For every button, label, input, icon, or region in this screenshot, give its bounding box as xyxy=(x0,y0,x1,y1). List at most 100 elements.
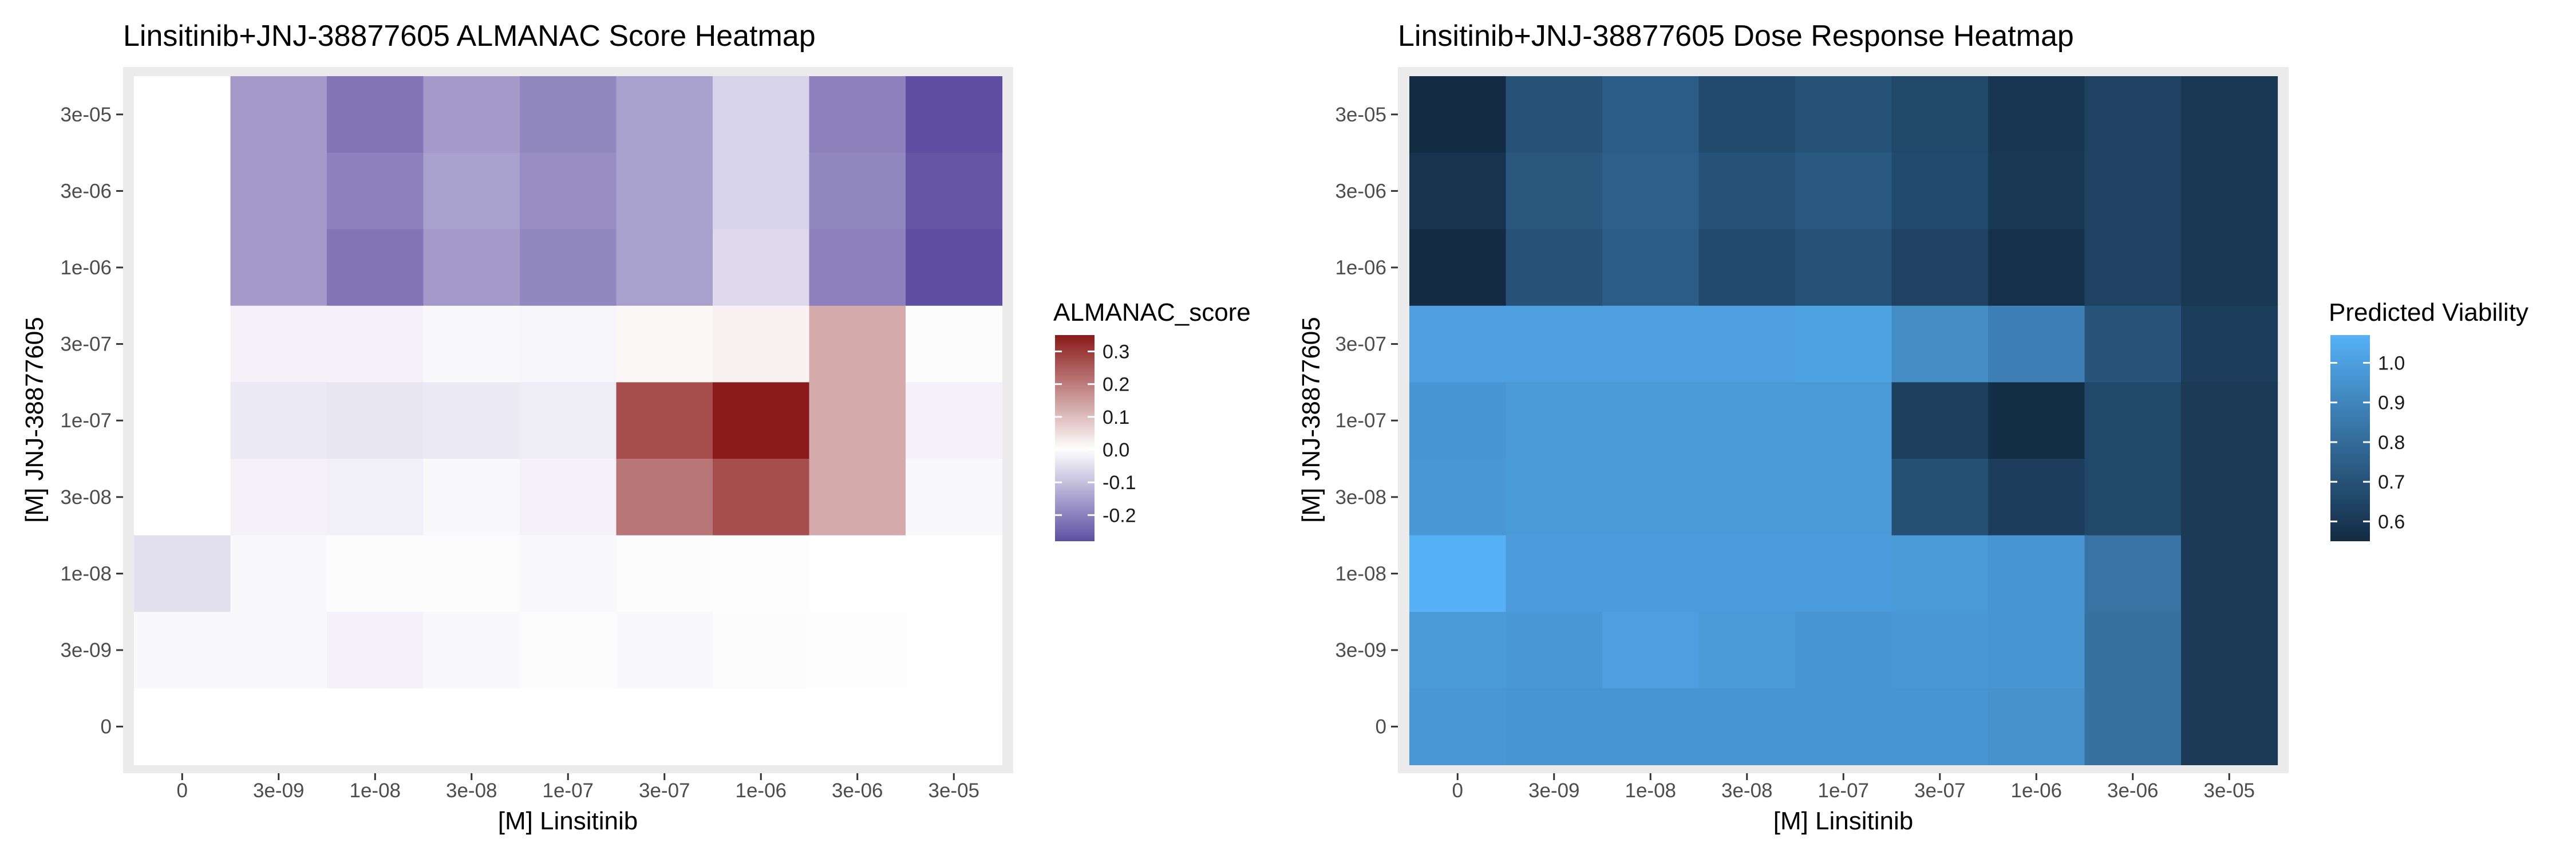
heatmap-cell xyxy=(1506,688,1603,765)
heatmap-cell xyxy=(1698,229,1796,306)
heatmap-cell xyxy=(616,305,713,383)
heatmap-cell xyxy=(520,688,617,765)
heatmap-cell xyxy=(1602,305,1700,383)
heatmap-cell xyxy=(423,229,520,306)
y-tick-label: 3e-07 xyxy=(1335,333,1386,356)
heatmap-cell xyxy=(134,382,231,459)
y-axis-ticks: 3e-05 3e-06 1e-06 3e-07 1e-07 3e-08 1e-08 3e-09… xyxy=(1335,104,1398,738)
heatmap-cell xyxy=(713,535,810,612)
heatmap-cell xyxy=(809,382,906,459)
y-tick-label: 1e-07 xyxy=(1335,410,1386,432)
legend-colorbar xyxy=(1055,335,1095,541)
x-tick-label: 3e-07 xyxy=(639,780,690,802)
heatmap-cell xyxy=(1795,229,1893,306)
heatmap-cell xyxy=(1409,382,1507,459)
heatmap-cell xyxy=(906,612,1003,689)
y-tick-label: 0 xyxy=(1376,716,1386,738)
heatmap-cell xyxy=(230,612,327,689)
heatmap-cell xyxy=(616,382,713,459)
heatmap-cell xyxy=(906,535,1003,612)
y-axis-label: [M] JNJ-38877605 xyxy=(1297,317,1325,523)
y-tick-label: 3e-06 xyxy=(1335,180,1386,202)
heatmap-cell xyxy=(1506,76,1603,153)
heatmap-cell xyxy=(327,459,424,536)
heatmap-cell xyxy=(616,688,713,765)
dose-response-heatmap: Linsitinib+JNJ-38877605 Dose Response He… xyxy=(1297,19,2528,835)
heatmap-cell xyxy=(906,382,1003,459)
legend: ALMANAC_score 0.3 0.2 0.1 0.0 -0.1 -0.2 xyxy=(1053,298,1251,541)
y-tick-label: 3e-06 xyxy=(60,180,112,202)
heatmap-cell xyxy=(423,459,520,536)
heatmap-cell xyxy=(1891,612,1989,689)
almanac-score-heatmap: Linsitinib+JNJ-38877605 ALMANAC Score He… xyxy=(21,19,1251,835)
heatmap-cell xyxy=(1698,535,1796,612)
heatmap-cell xyxy=(1602,76,1700,153)
heatmap-cell xyxy=(1409,152,1507,230)
heatmap-cell xyxy=(423,612,520,689)
x-tick-label: 3e-08 xyxy=(446,780,497,802)
heatmap-cell xyxy=(1988,688,2085,765)
x-tick-label: 1e-07 xyxy=(542,780,594,802)
y-tick-label: 1e-06 xyxy=(1335,257,1386,279)
heatmap-cell xyxy=(1795,382,1893,459)
heatmap-cell xyxy=(809,612,906,689)
heatmap-cell xyxy=(809,535,906,612)
heatmap-cell xyxy=(1988,152,2085,230)
heatmap-cell xyxy=(1891,76,1989,153)
heatmap-cell xyxy=(1602,382,1700,459)
heatmap-cell xyxy=(713,688,810,765)
heatmap-cell xyxy=(230,535,327,612)
heatmap-cell xyxy=(1602,229,1700,306)
x-axis-label: [M] Linsitinib xyxy=(1773,807,1914,835)
legend-tick-label: 0.8 xyxy=(2378,432,2405,454)
heatmap-cell xyxy=(230,76,327,153)
heatmap-cell xyxy=(1409,612,1507,689)
heatmap-cell xyxy=(520,229,617,306)
x-axis-label: [M] Linsitinib xyxy=(498,807,638,835)
heatmap-cell xyxy=(327,305,424,383)
heatmap-cell xyxy=(1891,152,1989,230)
heatmap-cell xyxy=(423,305,520,383)
heatmap-cell xyxy=(2181,229,2278,306)
heatmap-cell xyxy=(423,76,520,153)
heatmap-cell xyxy=(809,152,906,230)
heatmap-cell xyxy=(809,305,906,383)
heatmap-cell xyxy=(809,229,906,306)
y-tick-label: 0 xyxy=(101,716,112,738)
heatmap-cell xyxy=(2084,382,2182,459)
heatmap-cell xyxy=(1506,152,1603,230)
x-tick-label: 1e-08 xyxy=(349,780,401,802)
heatmap-cell xyxy=(1795,152,1893,230)
heatmap-cell xyxy=(906,305,1003,383)
heatmap-cell xyxy=(616,152,713,230)
x-tick-label: 1e-08 xyxy=(1625,780,1676,802)
x-tick-label: 3e-08 xyxy=(1721,780,1773,802)
x-tick-label: 1e-06 xyxy=(735,780,787,802)
heatmap-cell xyxy=(1988,76,2085,153)
legend-tick-label: 0.2 xyxy=(1103,374,1129,396)
y-tick-label: 3e-08 xyxy=(1335,486,1386,509)
heatmap-cell xyxy=(327,382,424,459)
heatmap-cell xyxy=(1409,305,1507,383)
heatmap-cells xyxy=(134,76,1003,765)
heatmap-cell xyxy=(327,612,424,689)
heatmap-cell xyxy=(616,76,713,153)
heatmap-cell xyxy=(134,535,231,612)
x-tick-label: 1e-07 xyxy=(1818,780,1869,802)
heatmap-cell xyxy=(1409,535,1507,612)
heatmap-cell xyxy=(906,459,1003,536)
legend: Predicted Viability 1.0 0.9 0.8 0.7 0.6 xyxy=(2329,298,2528,541)
heatmap-cell xyxy=(1698,76,1796,153)
heatmap-cell xyxy=(327,76,424,153)
heatmap-cell xyxy=(327,152,424,230)
heatmap-cell xyxy=(1506,382,1603,459)
heatmap-cell xyxy=(327,535,424,612)
legend-colorbar xyxy=(2330,335,2370,541)
y-tick-label: 1e-06 xyxy=(60,257,112,279)
heatmap-cell xyxy=(713,459,810,536)
heatmap-cell xyxy=(713,612,810,689)
heatmap-cell xyxy=(1506,612,1603,689)
heatmap-cell xyxy=(1795,76,1893,153)
x-tick-label: 3e-06 xyxy=(2107,780,2159,802)
x-tick-label: 1e-06 xyxy=(2010,780,2062,802)
